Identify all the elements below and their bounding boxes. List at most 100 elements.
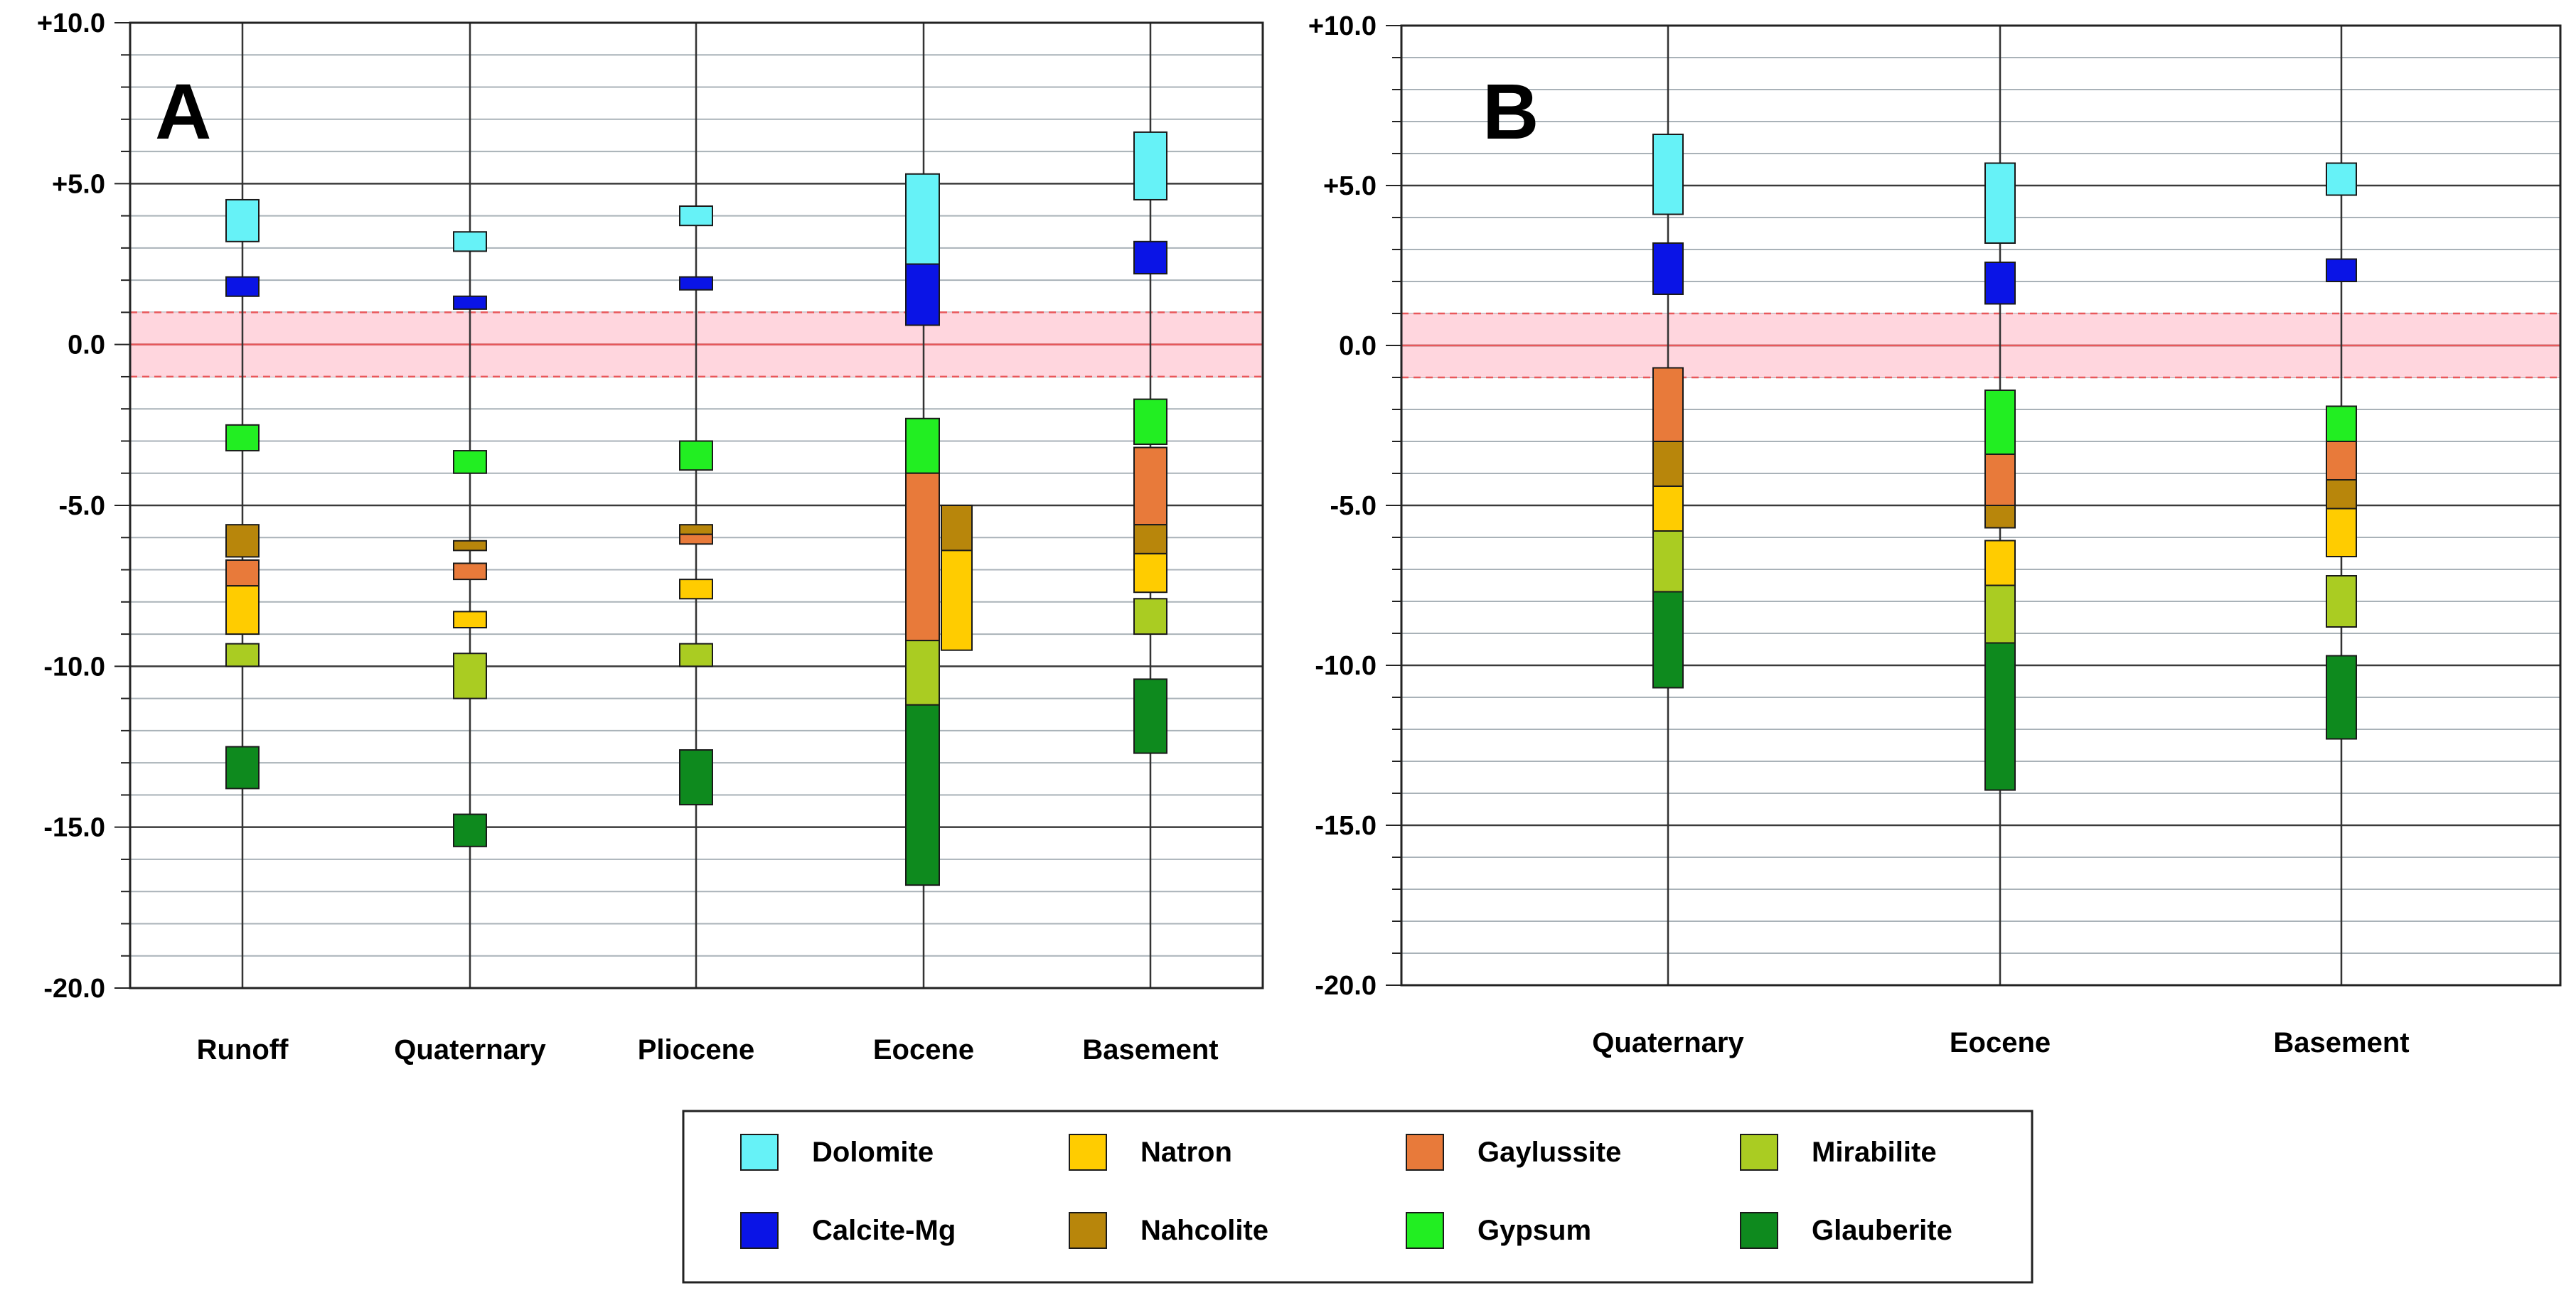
runoff-mirabilite-bar xyxy=(225,643,260,667)
runoff-calcite-mg-bar xyxy=(225,276,260,297)
eocene-natron-bar xyxy=(941,549,973,651)
category-label-eocene: Eocene xyxy=(1950,1027,2051,1058)
basement-gaylussite-bar xyxy=(1133,446,1167,526)
eocene-gaylussite-bar xyxy=(905,472,940,642)
legend-swatch-dolomite xyxy=(740,1134,779,1171)
legend-swatch-mirabilite xyxy=(1740,1134,1778,1171)
eocene-nahcolite-bar xyxy=(1984,505,2016,529)
quaternary-calcite-mg-bar xyxy=(1652,242,1684,295)
basement-natron-bar xyxy=(2326,508,2357,557)
quaternary-glauberite-bar xyxy=(453,813,487,847)
legend-swatch-natron xyxy=(1069,1134,1107,1171)
legend-swatch-glauberite xyxy=(1740,1212,1778,1249)
eocene-gypsum-bar xyxy=(905,417,940,474)
legend-frame xyxy=(682,1110,2033,1284)
eocene-dolomite-bar xyxy=(1984,162,2016,244)
basement-calcite-mg-bar xyxy=(1133,240,1167,275)
panel-b-frame xyxy=(1400,24,2562,987)
basement-glauberite-bar xyxy=(1133,678,1167,754)
legend-label-mirabilite: Mirabilite xyxy=(1812,1137,1937,1168)
eocene-glauberite-bar xyxy=(1984,642,2016,791)
y-tick-label: -5.0 xyxy=(1330,491,1377,521)
runoff-gypsum-bar xyxy=(225,424,260,452)
legend-swatch-gaylussite xyxy=(1406,1134,1444,1171)
runoff-glauberite-bar xyxy=(225,746,260,790)
y-tick-label: -5.0 xyxy=(59,491,105,521)
runoff-gaylussite-bar xyxy=(225,559,260,587)
legend-label-dolomite: Dolomite xyxy=(812,1137,934,1168)
basement-nahcolite-bar xyxy=(2326,479,2357,510)
y-tick-label: +10.0 xyxy=(37,9,105,38)
quaternary-gaylussite-bar xyxy=(453,562,487,581)
quaternary-natron-bar xyxy=(1652,485,1684,532)
basement-mirabilite-bar xyxy=(1133,598,1167,635)
quaternary-natron-bar xyxy=(453,611,487,629)
basement-glauberite-bar xyxy=(2326,655,2357,740)
legend-label-glauberite: Glauberite xyxy=(1812,1215,1952,1246)
panel-a-label: A xyxy=(155,68,211,156)
category-label-runoff: Runoff xyxy=(197,1034,289,1066)
legend-label-nahcolite: Nahcolite xyxy=(1140,1215,1268,1246)
eocene-dolomite-bar xyxy=(905,173,940,269)
y-tick-label: -10.0 xyxy=(43,652,105,682)
basement-gypsum-bar xyxy=(1133,398,1167,445)
pliocene-gaylussite-bar xyxy=(679,533,713,545)
legend-label-calcite-mg: Calcite-Mg xyxy=(812,1215,956,1246)
legend: Dolomite Natron Gaylussite Mirabilite Calcit… xyxy=(682,1110,2033,1284)
runoff-nahcolite-bar xyxy=(225,524,260,558)
pliocene-natron-bar xyxy=(679,579,713,600)
y-tick-label: -10.0 xyxy=(1315,651,1377,681)
basement-dolomite-bar xyxy=(1133,131,1167,200)
basement-dolomite-bar xyxy=(2326,162,2357,196)
eocene-gaylussite-bar xyxy=(1984,454,2016,506)
y-tick-label: +5.0 xyxy=(1323,171,1377,201)
y-tick-label: +5.0 xyxy=(52,169,105,199)
quaternary-gaylussite-bar xyxy=(1652,367,1684,442)
pliocene-glauberite-bar xyxy=(679,749,713,805)
panel-a-frame xyxy=(129,21,1264,989)
quaternary-nahcolite-bar xyxy=(1652,441,1684,487)
pliocene-calcite-mg-bar xyxy=(679,276,713,291)
runoff-dolomite-bar xyxy=(225,198,260,242)
runoff-natron-bar xyxy=(225,585,260,635)
basement-nahcolite-bar xyxy=(1133,524,1167,554)
category-label-basement: Basement xyxy=(1082,1034,1218,1066)
legend-swatch-gypsum xyxy=(1406,1212,1444,1249)
legend-label-gypsum: Gypsum xyxy=(1477,1215,1591,1246)
legend-swatch-calcite-mg xyxy=(740,1212,779,1249)
quaternary-dolomite-bar xyxy=(1652,134,1684,215)
y-tick-label: 0.0 xyxy=(1339,331,1377,361)
basement-natron-bar xyxy=(1133,552,1167,594)
eocene-calcite-mg-bar xyxy=(905,263,940,326)
legend-label-natron: Natron xyxy=(1140,1137,1232,1168)
quaternary-glauberite-bar xyxy=(1652,591,1684,689)
category-label-basement: Basement xyxy=(2273,1027,2409,1058)
pliocene-dolomite-bar xyxy=(679,205,713,227)
quaternary-mirabilite-bar xyxy=(453,653,487,699)
y-tick-label: -20.0 xyxy=(43,974,105,1004)
legend-swatch-nahcolite xyxy=(1069,1212,1107,1249)
y-tick-label: 0.0 xyxy=(68,331,105,360)
panel-a-chart: +10.0 +5.0 0.0 -5.0 -10.0 -15.0 -20.0 Runoff Qua… xyxy=(37,9,1264,1066)
pliocene-mirabilite-bar xyxy=(679,643,713,667)
quaternary-nahcolite-bar xyxy=(453,540,487,552)
y-tick-label: -20.0 xyxy=(1315,971,1377,1001)
eocene-glauberite-bar xyxy=(905,704,940,886)
pliocene-nahcolite-bar xyxy=(679,524,713,535)
pliocene-gypsum-bar xyxy=(679,440,713,471)
eocene-calcite-mg-bar xyxy=(1984,262,2016,305)
panel-b-label: B xyxy=(1482,68,1539,156)
y-tick-label: -15.0 xyxy=(1315,811,1377,841)
category-label-quaternary: Quaternary xyxy=(394,1034,546,1066)
y-tick-label: +10.0 xyxy=(1308,11,1377,41)
quaternary-dolomite-bar xyxy=(453,231,487,252)
eocene-mirabilite-bar xyxy=(905,640,940,706)
category-label-eocene: Eocene xyxy=(873,1034,974,1066)
quaternary-gypsum-bar xyxy=(453,450,487,474)
eocene-natron-bar xyxy=(1984,540,2016,586)
basement-gaylussite-bar xyxy=(2326,441,2357,481)
category-label-pliocene: Pliocene xyxy=(638,1034,755,1066)
legend-label-gaylussite: Gaylussite xyxy=(1477,1137,1621,1168)
quaternary-calcite-mg-bar xyxy=(453,295,487,310)
